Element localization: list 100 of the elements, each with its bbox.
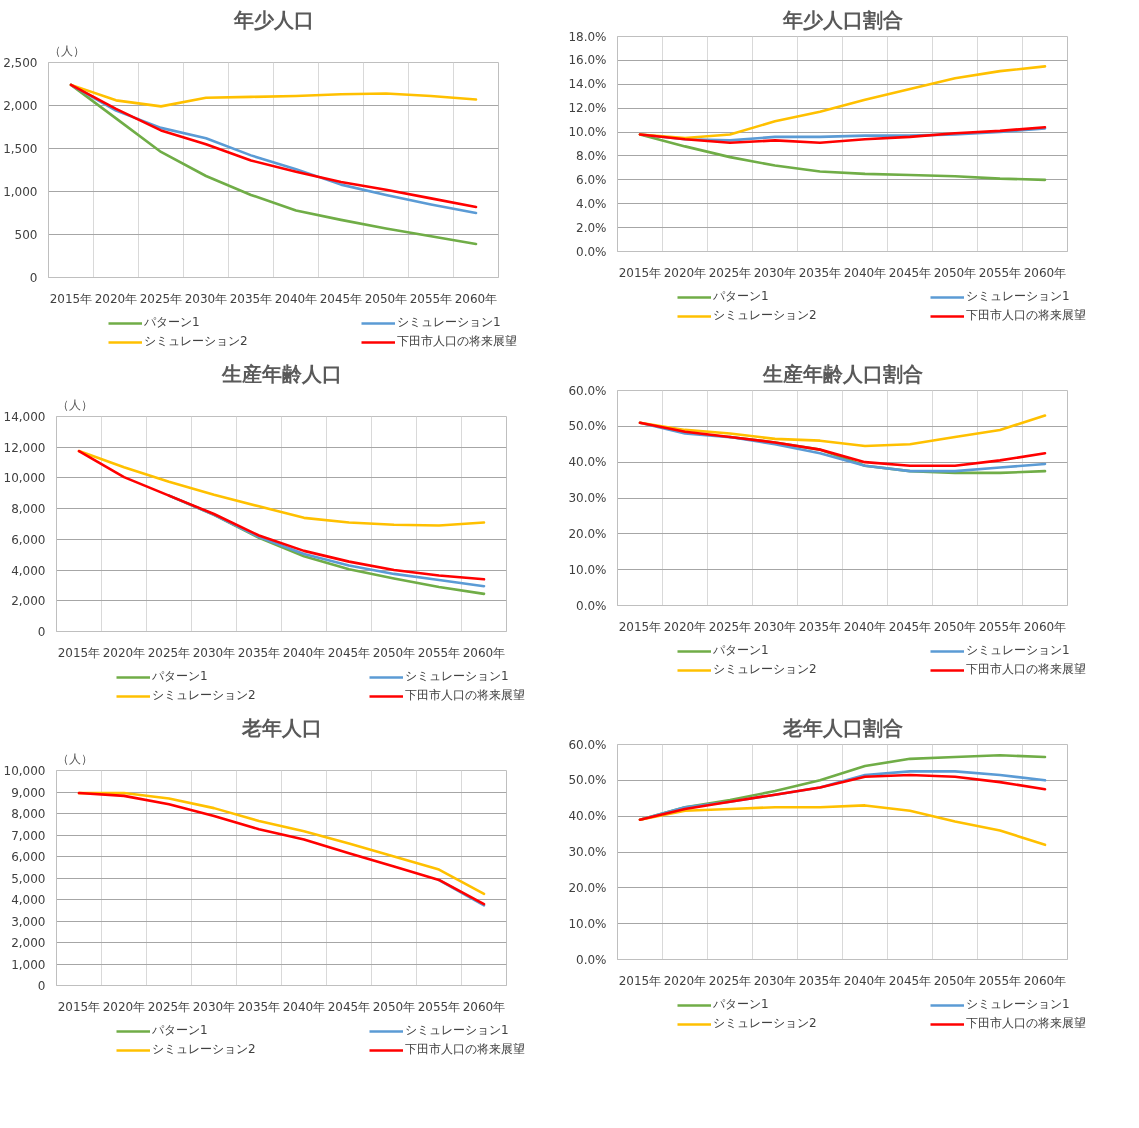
legend-label: パターン1 [713,288,770,305]
legend-label: パターン1 [152,1022,209,1039]
chart-title: 年少人口 [232,7,314,32]
x-tick-label: 2015年 [57,999,101,1014]
y-tick-label: 16.0% [568,53,607,68]
y-tick-label: 500 [14,228,38,242]
x-tick-label: 2060年 [1023,265,1067,280]
y-axis-title: （人） [56,751,93,766]
y-tick-label: 0 [37,979,46,993]
x-tick-label: 2045年 [319,291,363,306]
x-tick-label: 2030年 [192,999,236,1014]
x-tick-label: 2055年 [978,265,1022,280]
y-tick-label: 6.0% [576,172,607,187]
legend-label: パターン1 [152,668,209,685]
y-tick-label: 2,000 [3,99,38,113]
y-tick-label: 1,500 [3,142,38,156]
x-tick-label: 2060年 [454,291,498,306]
x-tick-label: 2055年 [417,645,461,660]
y-tick-label: 3,000 [11,914,46,929]
x-tick-label: 2050年 [933,973,977,988]
x-tick-label: 2020年 [94,291,138,306]
x-tick-label: 2035年 [237,645,281,660]
x-tick-label: 2040年 [282,645,326,660]
y-tick-label: 8,000 [11,502,46,517]
y-tick-label: 1,000 [3,185,38,199]
x-tick-label: 2040年 [843,619,887,634]
x-tick-label: 2060年 [462,645,506,660]
legend-label: 下田市人口の将来展望 [397,333,518,350]
x-tick-label: 2035年 [798,265,842,280]
y-tick-label: 0.0% [576,598,607,613]
chart-title: 老年人口 [240,715,322,740]
x-tick-label: 2025年 [708,973,752,988]
x-tick-label: 2015年 [618,973,662,988]
x-tick-label: 2045年 [327,645,371,660]
y-tick-label: 10,000 [3,471,46,486]
x-tick-label: 2045年 [327,999,371,1014]
x-tick-label: 2035年 [798,619,842,634]
chart-title: 生産年齢人口 [220,361,342,386]
y-axis-title: （人） [48,43,85,58]
legend-label: シミュレーション1 [405,1022,510,1039]
legend-label: シミュレーション2 [144,333,249,350]
x-tick-label: 2050年 [933,265,977,280]
y-tick-label: 6,000 [11,850,46,864]
legend-label: シミュレーション2 [152,687,257,704]
x-tick-label: 2050年 [372,645,416,660]
x-tick-label: 2015年 [618,619,662,634]
legend-label: シミュレーション1 [966,996,1071,1013]
y-tick-label: 0.0% [576,244,607,259]
y-tick-label: 8,000 [11,807,46,821]
x-tick-label: 2055年 [409,291,453,306]
chart-title: 生産年齢人口割合 [761,361,923,386]
y-tick-label: 8.0% [576,148,607,163]
x-tick-label: 2035年 [237,999,281,1014]
y-tick-label: 2,500 [3,56,38,70]
x-tick-label: 2015年 [57,645,101,660]
legend-label: シミュレーション2 [152,1041,257,1058]
y-tick-label: 40.0% [568,455,607,470]
x-tick-label: 2020年 [663,973,707,988]
y-tick-label: 6,000 [11,532,46,547]
x-tick-label: 2025年 [139,291,183,306]
x-tick-label: 2045年 [888,973,932,988]
x-tick-label: 2030年 [184,291,228,306]
y-tick-label: 20.0% [568,880,607,895]
y-tick-label: 2.0% [576,220,607,235]
y-tick-label: 7,000 [11,828,46,843]
chart-title: 年少人口割合 [781,7,903,32]
x-tick-label: 2060年 [1023,619,1067,634]
legend-label: シミュレーション1 [966,288,1071,305]
x-tick-label: 2030年 [753,619,797,634]
x-tick-label: 2035年 [798,973,842,988]
y-tick-label: 4,000 [11,893,46,907]
x-tick-label: 2040年 [843,265,887,280]
y-tick-label: 12,000 [3,440,46,455]
y-tick-label: 0 [29,271,38,285]
y-tick-label: 18.0% [568,29,607,44]
x-tick-label: 2030年 [753,973,797,988]
x-tick-label: 2025年 [147,645,191,660]
y-tick-label: 50.0% [568,773,607,788]
y-tick-label: 20.0% [568,526,607,541]
x-tick-label: 2040年 [843,973,887,988]
x-tick-label: 2030年 [192,645,236,660]
legend-label: シミュレーション1 [966,642,1071,659]
x-tick-label: 2050年 [933,619,977,634]
y-tick-label: 30.0% [568,491,607,505]
y-tick-label: 60.0% [568,737,607,752]
legend-label: シミュレーション2 [713,1015,818,1032]
legend-label: 下田市人口の将来展望 [405,1041,526,1058]
x-tick-label: 2045年 [888,265,932,280]
x-tick-label: 2050年 [372,999,416,1014]
x-tick-label: 2055年 [978,619,1022,634]
x-tick-label: 2020年 [102,645,146,660]
y-tick-label: 10.0% [568,562,607,577]
x-tick-label: 2055年 [978,973,1022,988]
x-tick-label: 2045年 [888,619,932,634]
x-tick-label: 2020年 [663,619,707,634]
y-tick-label: 60.0% [568,383,607,398]
legend-label: 下田市人口の将来展望 [966,1015,1087,1032]
chart-title: 老年人口割合 [781,715,903,740]
y-tick-label: 10.0% [568,916,607,931]
y-tick-label: 2,000 [11,594,46,609]
